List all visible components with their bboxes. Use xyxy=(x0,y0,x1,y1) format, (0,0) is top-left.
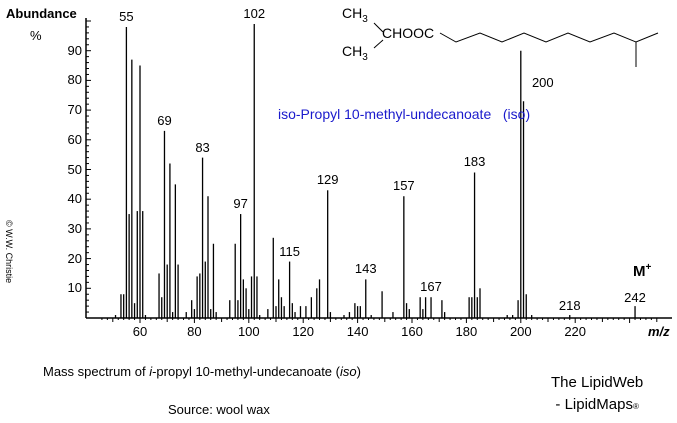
x-tick-label: 140 xyxy=(346,324,369,339)
y-tick-label: 40 xyxy=(67,191,82,207)
x-tick-label: 220 xyxy=(564,324,587,339)
y-tick-label: 70 xyxy=(67,102,82,118)
x-tick-label: 160 xyxy=(401,324,423,339)
structure-ch3-bottom: CH3 xyxy=(342,43,368,63)
y-tick-label: 10 xyxy=(67,280,82,296)
peak-label: 102 xyxy=(243,5,266,21)
peak-label: 115 xyxy=(279,243,300,259)
peak-label: 200 xyxy=(531,74,554,90)
x-tick-label: 60 xyxy=(132,324,148,339)
x-tick-label: 180 xyxy=(455,324,478,339)
source-text: Source: wool wax xyxy=(168,402,270,417)
spectrum-plot xyxy=(85,18,672,323)
x-tick-label: 80 xyxy=(187,324,202,339)
y-axis-title: Abundance xyxy=(6,6,77,21)
peak-label: 242 xyxy=(624,290,646,305)
peak-label: 183 xyxy=(463,154,486,170)
y-tick-label: 20 xyxy=(67,250,82,266)
y-tick-label: 30 xyxy=(67,220,82,236)
y-tick-label: 50 xyxy=(67,161,82,177)
molecular-ion-charge: + xyxy=(645,262,652,273)
peak-label: 55 xyxy=(119,8,134,24)
peak-label: 69 xyxy=(157,112,172,128)
peak-label: 129 xyxy=(316,172,339,188)
molecular-ion-label: M+ xyxy=(633,262,651,280)
x-tick-label: 120 xyxy=(292,324,315,339)
y-tick-label: 80 xyxy=(67,72,82,88)
compound-title: iso-Propyl 10-methyl-undecanoate (iso) xyxy=(278,106,531,122)
peak-label: 97 xyxy=(233,196,248,212)
brand-line-2: - LipidMaps® xyxy=(555,396,639,413)
structure-ch3-top: CH3 xyxy=(342,5,368,25)
structure-bonds xyxy=(373,22,659,67)
structure-ester-group: CHOOC xyxy=(382,25,435,41)
figure-caption: Mass spectrum of i-propyl 10-methyl-unde… xyxy=(43,364,361,379)
molecular-ion-m: M xyxy=(633,263,646,280)
lipidweb-brand: The LipidWeb - LipidMaps® xyxy=(551,372,643,418)
y-axis-unit: % xyxy=(30,28,42,43)
brand-line-1: The LipidWeb xyxy=(551,374,644,391)
y-tick-label: 90 xyxy=(67,42,82,58)
peak-label: 157 xyxy=(392,178,415,194)
x-axis-unit: m/z xyxy=(648,324,670,339)
peak-label: 167 xyxy=(420,279,442,295)
peak-label: 83 xyxy=(195,139,210,155)
peak-label: 143 xyxy=(354,261,377,277)
peak-label: 218 xyxy=(558,298,581,313)
x-tick-label: 100 xyxy=(237,324,260,339)
y-tick-label: 60 xyxy=(67,131,82,147)
x-tick-label: 200 xyxy=(509,324,532,339)
